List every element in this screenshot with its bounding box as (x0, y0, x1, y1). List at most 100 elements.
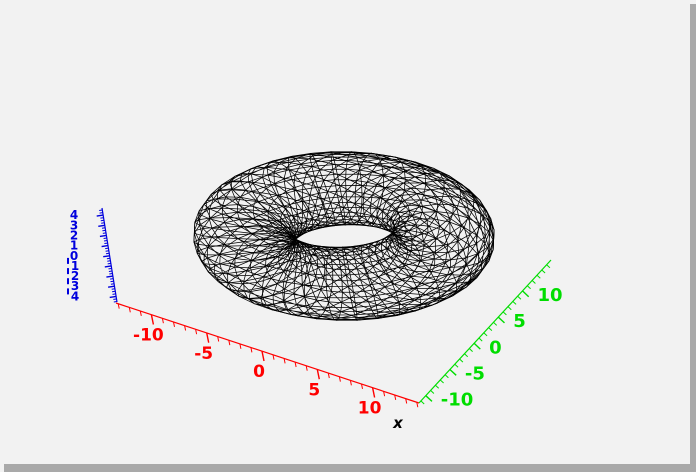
z-axis-minor-tick (107, 260, 111, 262)
y-axis-minor-tick (546, 264, 551, 269)
y-axis-minor-tick (512, 301, 517, 305)
y-axis-minor-tick (541, 269, 546, 274)
y-axis-minor-tick (478, 337, 483, 342)
y-axis: -10 -505 10 (418, 259, 563, 411)
x-axis-minor-tick (128, 307, 131, 313)
x-axis-tick-label: -5 (194, 344, 213, 364)
z-axis-minor-tick (108, 270, 113, 272)
z-axis-tick-label: 3 (71, 279, 79, 293)
x-axis-minor-tick (338, 376, 341, 382)
y-axis-tick-label: 0 (489, 337, 502, 358)
x-axis-minor-tick (361, 383, 363, 389)
y-axis-tick-label: -5 (465, 364, 485, 385)
x-axis-tick-label: 10 (358, 399, 382, 419)
torus-wireframe (193, 150, 495, 322)
z-axis-minor-tick (103, 237, 107, 239)
z-axis-major-tick (98, 224, 105, 227)
x-axis-minor-tick (394, 394, 397, 400)
x-axis-minor-tick (250, 347, 253, 353)
z-axis-minor-tick (110, 283, 115, 285)
y-axis-minor-tick (435, 384, 440, 389)
z-axis-minor-tick (107, 262, 111, 265)
x-axis-minor-tick (239, 343, 242, 349)
z-axis-minor-tick (102, 232, 107, 234)
y-axis-minor-tick (468, 348, 473, 352)
x-axis-minor-tick (195, 329, 198, 335)
x-axis-major-tick (371, 387, 376, 398)
x-axis-tick-label: -10 (133, 326, 164, 346)
z-axis-major-tick (99, 234, 107, 238)
z-axis-major-tick (101, 244, 109, 248)
x-axis-major-tick (261, 351, 265, 362)
y-axis-tick-label: 10 (538, 285, 563, 306)
x-axis-minor-tick (294, 362, 297, 368)
window-shadow-right (690, 4, 696, 472)
z-axis-minor-tick (99, 209, 103, 211)
x-axis-minor-tick (349, 380, 352, 386)
x-axis-minor-tick (228, 340, 231, 346)
z-axis-tick-label: 4 (71, 289, 79, 303)
z-axis-major-tick (109, 295, 117, 299)
y-axis-tick-label: -10 (441, 390, 474, 411)
y-axis-minor-tick (444, 374, 449, 379)
z-axis-minor-tick (111, 288, 115, 290)
y-axis-minor-tick (430, 390, 435, 394)
y-axis-minor-tick (459, 358, 464, 363)
y-axis-tick-label: 5 (513, 311, 526, 332)
z-axis-major-tick (103, 255, 110, 258)
y-axis-minor-tick (488, 327, 493, 331)
y-axis-minor-tick (493, 321, 498, 326)
z-axis-minor-tick (100, 219, 104, 222)
z-axis-tick-label: 2 (70, 228, 78, 242)
y-axis-minor-tick (507, 306, 512, 311)
x-axis-minor-tick (117, 303, 120, 309)
y-axis-major-tick (425, 395, 433, 402)
z-axis-tick-label: 0 (70, 249, 78, 263)
x-axis-minor-tick (327, 373, 330, 379)
x-axis-line (115, 302, 420, 404)
z-axis-major-tick (106, 275, 114, 278)
y-axis-minor-tick (526, 285, 531, 290)
z-axis-minor-tick (112, 290, 116, 293)
x-axis: -10 -5 0 5 10 (115, 302, 420, 419)
z-axis-major-tick (96, 214, 104, 217)
x-axis-minor-tick (405, 398, 408, 404)
x-axis-tick-label: 5 (308, 380, 320, 400)
z-axis-minor-tick (105, 250, 109, 252)
z-axis-minor-tick (109, 273, 113, 275)
y-axis-minor-tick (483, 332, 488, 337)
x-axis-major-tick (206, 332, 210, 343)
y-axis-major-tick (522, 290, 530, 298)
x-axis-minor-tick (416, 402, 419, 408)
x-axis-major-tick (316, 369, 320, 380)
y-axis-major-tick (497, 316, 505, 324)
x-axis-minor-tick (217, 336, 220, 342)
torus-triangulation-diagonals (193, 151, 495, 321)
x-axis-minor-tick (272, 354, 275, 360)
x-axis-title: x (392, 414, 404, 432)
z-axis-major-tick (104, 265, 112, 268)
x-axis-major-tick (150, 314, 155, 325)
y-axis-minor-tick (464, 353, 469, 358)
z-axis-minor-tick (110, 278, 114, 280)
y-axis-major-tick (473, 342, 481, 350)
y-axis-line (418, 259, 552, 404)
z-axis-minor-tick (113, 301, 117, 303)
z-axis-minor-tick (101, 227, 106, 229)
z-axis-tick-label: 1 (71, 259, 79, 273)
y-axis-minor-tick (420, 400, 425, 405)
window-shadow-bottom (4, 464, 696, 472)
y-axis-minor-tick (502, 311, 507, 316)
x-axis-minor-tick (161, 318, 164, 324)
z-axis-tick-label: 2 (71, 269, 79, 283)
y-axis-minor-tick (454, 363, 459, 368)
z-axis-minor-tick (101, 222, 105, 224)
x-axis-tick-label: 0 (253, 362, 265, 382)
z-axis-line (101, 207, 118, 303)
y-axis-major-tick (449, 368, 457, 376)
x-axis-minor-tick (305, 365, 308, 371)
z-axis-tick-label: 4 (70, 208, 78, 222)
